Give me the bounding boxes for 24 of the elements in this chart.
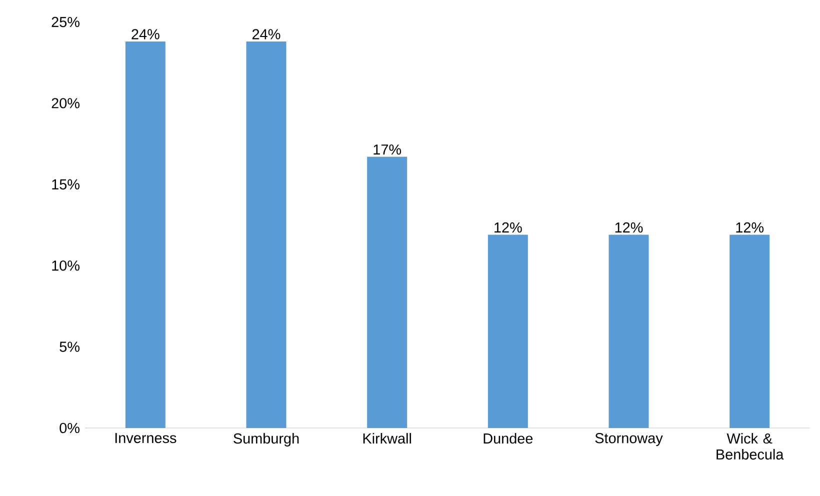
bar	[367, 156, 408, 428]
y-tick-label: 20%	[52, 98, 80, 108]
y-tick-label: 5%	[60, 342, 80, 352]
bar	[608, 234, 649, 428]
bar	[488, 234, 528, 428]
x-tick-label: Sumburgh	[234, 433, 299, 446]
bar	[730, 234, 770, 428]
data-label: 24%	[132, 29, 160, 40]
x-tick-label: Stornoway	[595, 433, 663, 446]
y-tick-label: 0%	[60, 422, 80, 434]
data-label: 12%	[615, 222, 643, 233]
x-tick-label: Inverness	[115, 433, 176, 444]
x-tick-label: Dundee	[484, 433, 533, 444]
bar	[246, 41, 286, 428]
data-label: 12%	[736, 222, 764, 233]
y-tick-label: 15%	[52, 179, 80, 190]
y-tick-label: 10%	[52, 260, 80, 271]
data-label: 17%	[374, 144, 402, 155]
x-tick-label: Kirkwall	[363, 433, 411, 444]
x-tick-label: Wick & Benbecula	[716, 433, 784, 460]
y-tick-label: 25%	[52, 16, 80, 28]
data-label: 12%	[494, 222, 522, 233]
bar	[125, 41, 166, 428]
data-label: 24%	[252, 29, 280, 40]
